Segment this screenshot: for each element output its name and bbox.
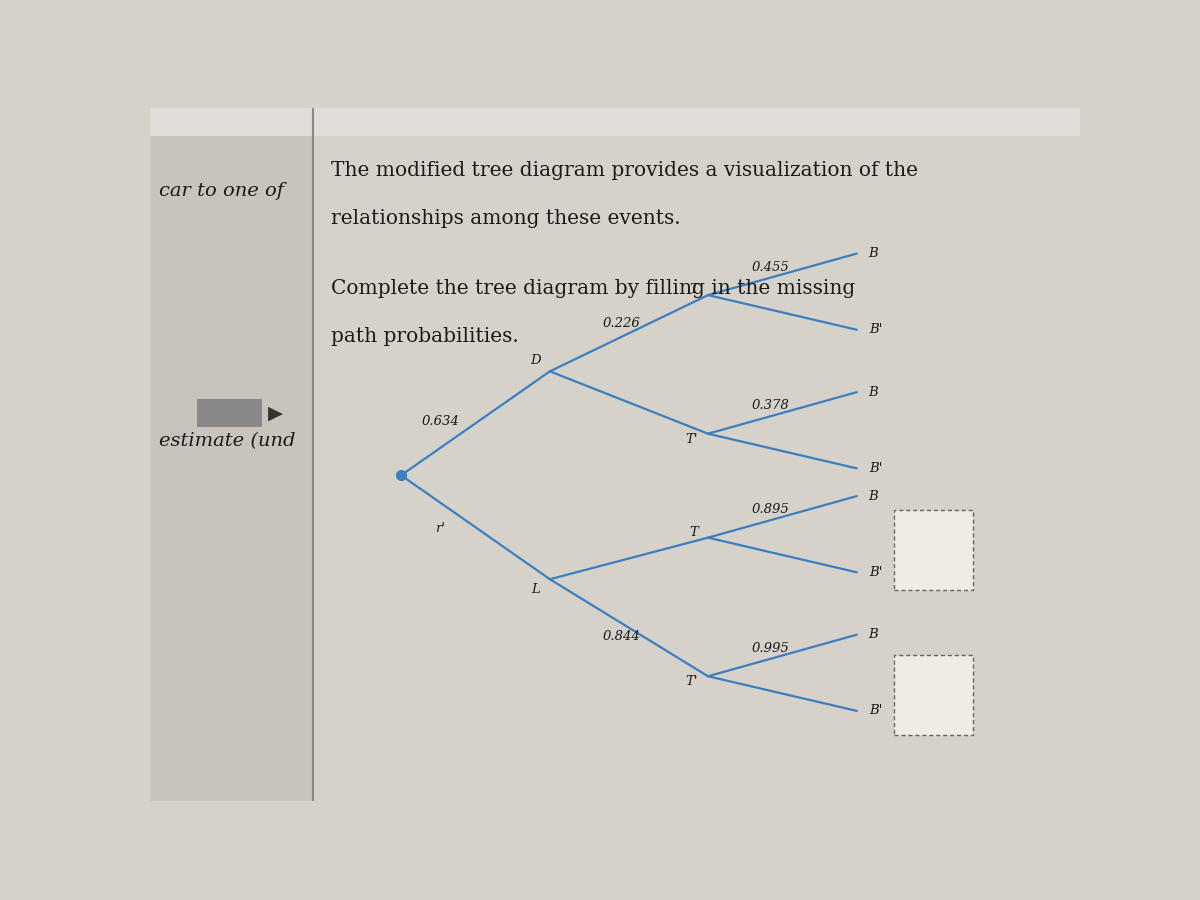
Text: 0.455: 0.455 bbox=[751, 261, 790, 274]
Text: Complete the tree diagram by filling in the missing: Complete the tree diagram by filling in … bbox=[331, 279, 856, 298]
Text: relationships among these events.: relationships among these events. bbox=[331, 210, 680, 229]
Text: B': B' bbox=[869, 462, 882, 475]
Text: 0.895: 0.895 bbox=[751, 503, 790, 517]
Bar bbox=[150, 108, 1080, 136]
Text: r': r' bbox=[436, 523, 445, 536]
Text: T: T bbox=[690, 284, 698, 296]
Text: B': B' bbox=[869, 566, 882, 579]
Text: 0.634: 0.634 bbox=[421, 415, 460, 428]
Text: T': T' bbox=[685, 675, 697, 688]
Text: B': B' bbox=[869, 705, 882, 717]
Text: D: D bbox=[530, 355, 541, 367]
Text: B: B bbox=[869, 247, 878, 260]
Text: path probabilities.: path probabilities. bbox=[331, 328, 520, 346]
Text: estimate (und: estimate (und bbox=[160, 432, 296, 450]
Bar bbox=[894, 510, 973, 590]
Text: 0.844: 0.844 bbox=[602, 630, 640, 644]
Text: B': B' bbox=[869, 323, 882, 337]
Bar bbox=[894, 655, 973, 735]
Text: L: L bbox=[532, 583, 540, 596]
Bar bbox=[150, 108, 313, 801]
Text: 0.995: 0.995 bbox=[751, 642, 790, 655]
Text: B: B bbox=[869, 490, 878, 502]
Text: The modified tree diagram provides a visualization of the: The modified tree diagram provides a vis… bbox=[331, 161, 918, 180]
Bar bbox=[197, 399, 262, 427]
Text: T': T' bbox=[685, 433, 697, 446]
Text: 0.226: 0.226 bbox=[602, 317, 640, 329]
Text: car to one of: car to one of bbox=[160, 182, 284, 200]
Text: 0.378: 0.378 bbox=[751, 400, 790, 412]
Text: B: B bbox=[869, 385, 878, 399]
Text: ▶: ▶ bbox=[268, 403, 283, 422]
Text: T: T bbox=[690, 526, 698, 538]
Text: B: B bbox=[869, 628, 878, 641]
